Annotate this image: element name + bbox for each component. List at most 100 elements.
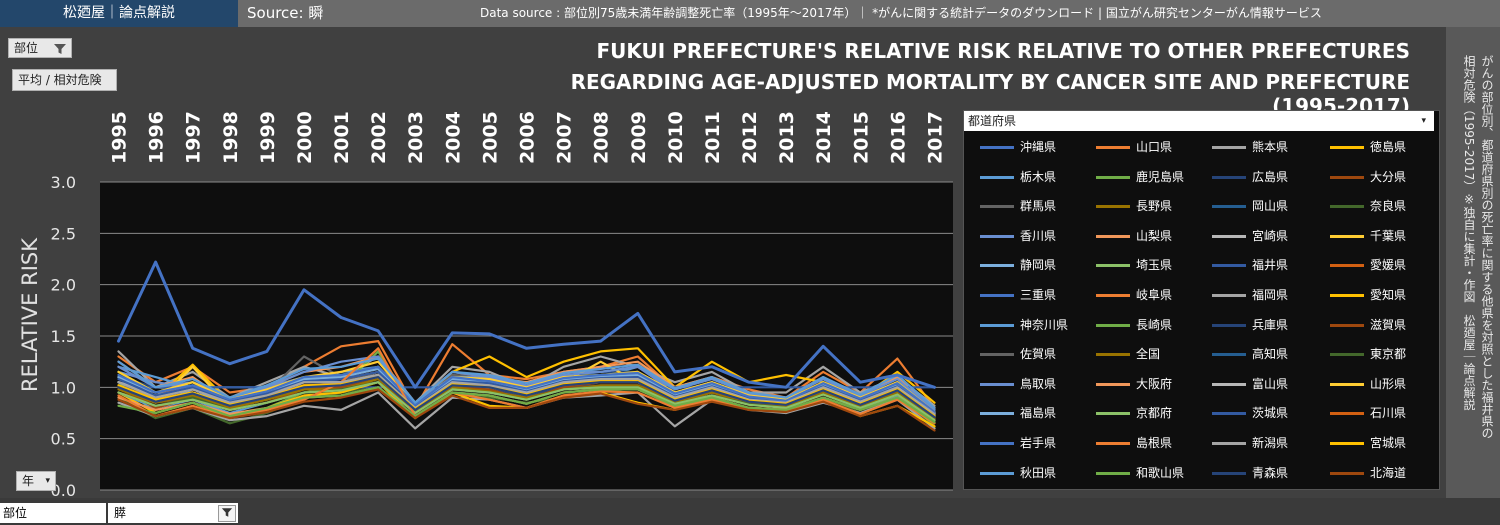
legend-item[interactable]: 島根県 bbox=[1096, 434, 1172, 452]
legend-label: 岡山県 bbox=[1252, 199, 1289, 214]
legend-swatch bbox=[1212, 175, 1246, 179]
legend-item[interactable]: 東京都 bbox=[1330, 345, 1406, 363]
legend-item[interactable]: 宮崎県 bbox=[1212, 227, 1288, 245]
legend-swatch bbox=[1212, 353, 1246, 357]
legend-prefecture-dropdown[interactable]: 都道府県 ▾ bbox=[964, 111, 1434, 131]
legend-item[interactable]: 石川県 bbox=[1330, 404, 1406, 422]
chevron-down-icon: ▾ bbox=[45, 476, 50, 486]
legend-item[interactable]: 愛媛県 bbox=[1330, 256, 1406, 274]
legend-swatch bbox=[1212, 205, 1246, 209]
legend-item[interactable]: 栃木県 bbox=[980, 168, 1056, 186]
legend-swatch bbox=[1096, 323, 1130, 327]
legend-item[interactable]: 鹿児島県 bbox=[1096, 168, 1184, 186]
side-note-panel: がんの部位別、都道府県別の死亡率に関する他県を対照とした福井県の 相対危険（19… bbox=[1446, 27, 1500, 498]
legend-item[interactable]: 山梨県 bbox=[1096, 227, 1172, 245]
legend-item[interactable]: 神奈川県 bbox=[980, 316, 1068, 334]
bottom-bar bbox=[0, 498, 1500, 525]
series-line bbox=[117, 386, 936, 424]
legend-item[interactable]: 長野県 bbox=[1096, 197, 1172, 215]
legend-item[interactable]: 兵庫県 bbox=[1212, 316, 1288, 334]
legend-item[interactable]: 岩手県 bbox=[980, 434, 1056, 452]
legend-item[interactable]: 埼玉県 bbox=[1096, 256, 1172, 274]
legend-swatch bbox=[1330, 412, 1364, 416]
legend-swatch bbox=[1330, 442, 1364, 445]
chart-subtitle: REGARDING AGE-ADJUSTED MORTALITY BY CANC… bbox=[570, 70, 1410, 118]
legend-item[interactable]: 青森県 bbox=[1212, 464, 1288, 482]
legend-swatch bbox=[1096, 412, 1130, 416]
legend-swatch bbox=[1096, 234, 1130, 238]
legend-item[interactable]: 富山県 bbox=[1212, 375, 1288, 393]
legend-item[interactable]: 岡山県 bbox=[1212, 197, 1288, 215]
legend-label: 福島県 bbox=[1020, 406, 1057, 421]
legend-item[interactable]: 高知県 bbox=[1212, 345, 1288, 363]
legend-label: 山口県 bbox=[1136, 140, 1173, 154]
legend-item[interactable]: 福島県 bbox=[980, 404, 1056, 422]
legend-item[interactable]: 熊本県 bbox=[1212, 138, 1288, 156]
legend-item[interactable]: 滋賀県 bbox=[1330, 316, 1406, 334]
x-tick-label: 2016 bbox=[887, 111, 909, 164]
legend-swatch bbox=[1330, 146, 1364, 149]
y-tick-label: 2.5 bbox=[51, 224, 76, 243]
legend-item[interactable]: 広島県 bbox=[1212, 168, 1288, 186]
x-tick-label: 1999 bbox=[257, 111, 279, 164]
legend-label: 広島県 bbox=[1252, 169, 1289, 184]
legend-item[interactable]: 和歌山県 bbox=[1096, 464, 1184, 482]
legend-item[interactable]: 山口県 bbox=[1096, 138, 1172, 156]
legend-swatch bbox=[1330, 294, 1364, 297]
legend-item[interactable]: 京都府 bbox=[1096, 404, 1172, 422]
legend-item[interactable]: 奈良県 bbox=[1330, 197, 1406, 215]
legend-item[interactable]: 静岡県 bbox=[980, 256, 1056, 274]
legend-swatch bbox=[1330, 323, 1364, 327]
legend-item[interactable]: 長崎県 bbox=[1096, 316, 1172, 334]
legend-label: 沖縄県 bbox=[1020, 140, 1057, 154]
legend-item[interactable]: 秋田県 bbox=[980, 464, 1056, 482]
legend-item[interactable]: 徳島県 bbox=[1330, 138, 1406, 156]
legend-label: 大阪府 bbox=[1136, 376, 1173, 391]
legend-item[interactable]: 三重県 bbox=[980, 286, 1056, 304]
legend-swatch bbox=[980, 323, 1014, 327]
legend-item[interactable]: 宮城県 bbox=[1330, 434, 1406, 452]
legend-label: 京都府 bbox=[1136, 406, 1173, 421]
average-relative-risk-button[interactable]: 平均 / 相対危険 bbox=[12, 69, 117, 91]
series-line bbox=[117, 376, 936, 419]
legend-item[interactable]: 福井県 bbox=[1212, 256, 1288, 274]
legend-item[interactable]: 沖縄県 bbox=[980, 138, 1056, 156]
x-tick-label: 2013 bbox=[776, 111, 798, 164]
legend-item[interactable]: 香川県 bbox=[980, 227, 1056, 245]
x-tick-label: 1996 bbox=[146, 111, 168, 164]
legend-item[interactable]: 岐阜県 bbox=[1096, 286, 1172, 304]
legend-item[interactable]: 大分県 bbox=[1330, 168, 1406, 186]
legend-item[interactable]: 大阪府 bbox=[1096, 375, 1172, 393]
legend-item[interactable]: 愛知県 bbox=[1330, 286, 1406, 304]
legend-item[interactable]: 全国 bbox=[1096, 345, 1160, 363]
legend-label: 兵庫県 bbox=[1252, 317, 1289, 332]
series-line bbox=[117, 373, 936, 416]
legend-label: 三重県 bbox=[1020, 288, 1057, 302]
legend-label: 岩手県 bbox=[1020, 436, 1057, 450]
legend-item[interactable]: 新潟県 bbox=[1212, 434, 1288, 452]
x-tick-label: 2011 bbox=[702, 111, 724, 164]
legend-swatch bbox=[980, 442, 1014, 445]
legend-swatch bbox=[1212, 146, 1246, 149]
x-tick-label: 2014 bbox=[813, 111, 835, 164]
legend-swatch bbox=[1212, 264, 1246, 268]
legend-item[interactable]: 山形県 bbox=[1330, 375, 1406, 393]
legend-label: 愛媛県 bbox=[1370, 258, 1407, 273]
year-filter-button[interactable]: 年 ▾ bbox=[16, 471, 56, 491]
legend-item[interactable]: 茨城県 bbox=[1212, 404, 1288, 422]
legend-swatch bbox=[1212, 412, 1246, 416]
legend-label: 長崎県 bbox=[1136, 317, 1173, 332]
filter-icon[interactable] bbox=[218, 505, 236, 522]
legend-item[interactable]: 群馬県 bbox=[980, 197, 1056, 215]
legend-item[interactable]: 福岡県 bbox=[1212, 286, 1288, 304]
top-bar: 松廼屋｜論点解説 Source: 瞬 Data source : 部位別75歳未… bbox=[0, 0, 1500, 27]
legend-item[interactable]: 佐賀県 bbox=[980, 345, 1056, 363]
bottom-site-value-cell[interactable]: 膵 bbox=[108, 503, 238, 523]
legend-item[interactable]: 北海道 bbox=[1330, 464, 1406, 482]
legend-label: 福岡県 bbox=[1252, 288, 1289, 302]
legend-item[interactable]: 千葉県 bbox=[1330, 227, 1406, 245]
site-filter-button[interactable]: 部位 bbox=[8, 38, 72, 58]
legend-label: 群馬県 bbox=[1020, 199, 1057, 214]
legend-label: 静岡県 bbox=[1020, 258, 1057, 273]
legend-item[interactable]: 鳥取県 bbox=[980, 375, 1056, 393]
